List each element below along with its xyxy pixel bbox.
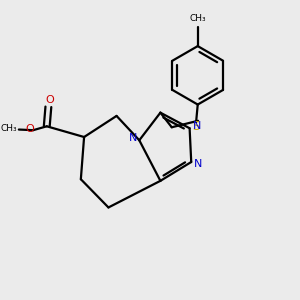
Text: S: S — [192, 120, 200, 133]
Text: O: O — [26, 124, 34, 134]
Text: N: N — [193, 121, 201, 130]
Text: N: N — [194, 159, 202, 169]
Text: O: O — [45, 95, 54, 105]
Text: CH₃: CH₃ — [189, 14, 206, 23]
Text: CH₃: CH₃ — [0, 124, 17, 134]
Text: N: N — [129, 133, 138, 143]
